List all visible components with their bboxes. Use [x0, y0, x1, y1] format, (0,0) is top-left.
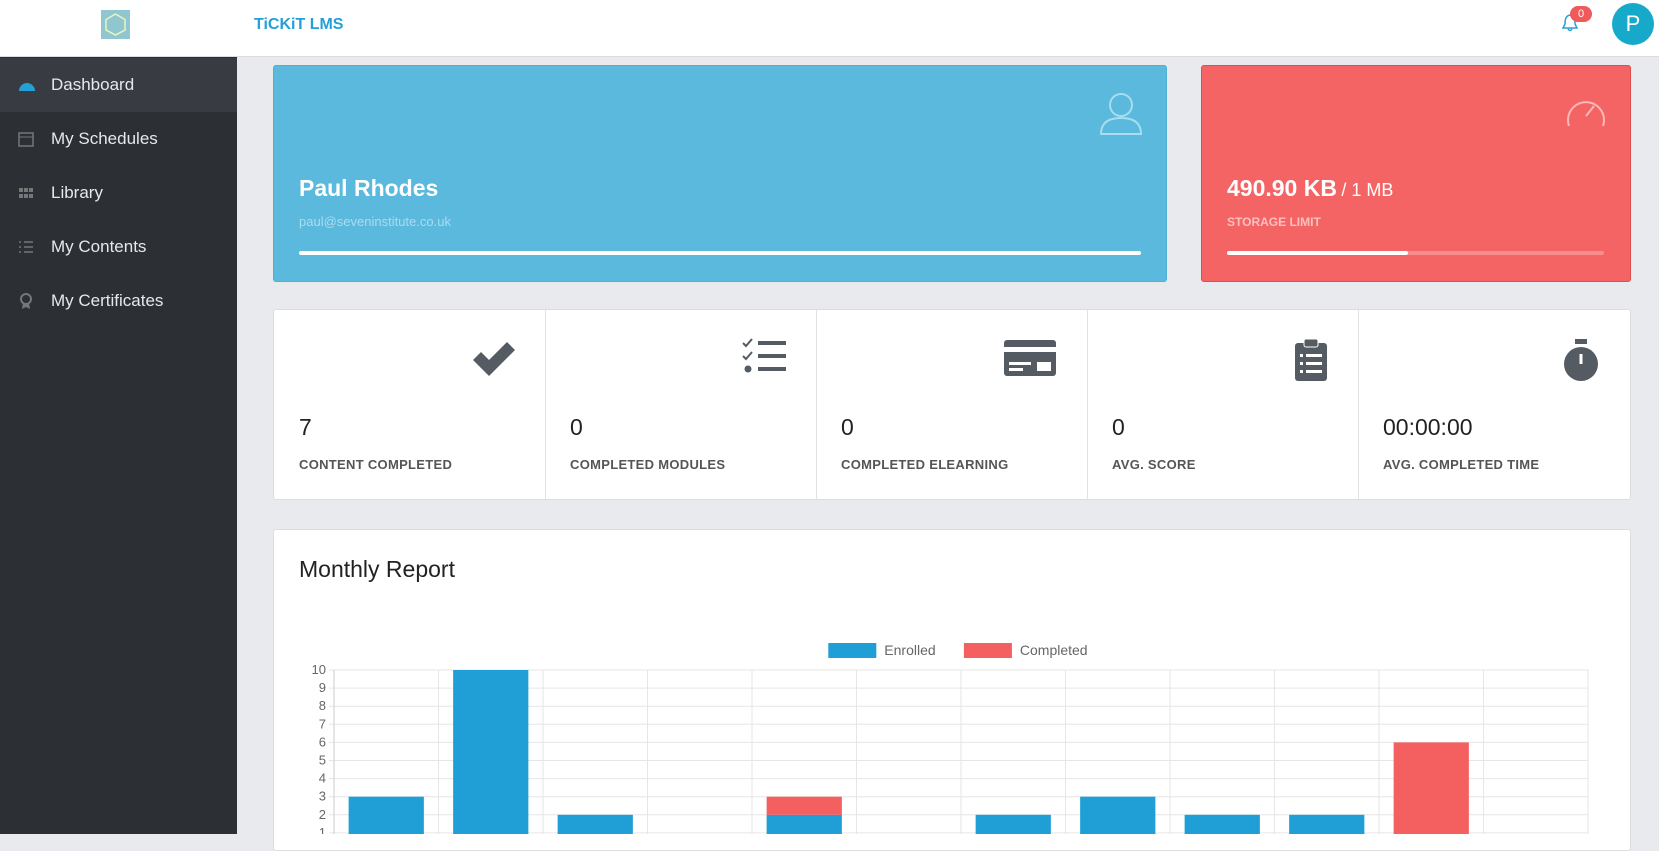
storage-card: 490.90 KB / 1 MB STORAGE LIMIT [1201, 65, 1631, 282]
storage-label: STORAGE LIMIT [1227, 215, 1321, 229]
sidebar: Dashboard My Schedules Library My Conten… [0, 57, 237, 834]
nav-item[interactable]: My Certificates [0, 274, 237, 328]
stat-label: COMPLETED MODULES [570, 457, 726, 472]
user-icon [1099, 93, 1143, 135]
profile-card: Paul Rhodes paul@seveninstitute.co.uk [273, 65, 1167, 282]
logo[interactable] [101, 10, 130, 39]
nav-label: My Certificates [51, 291, 164, 310]
stat-label: AVG. COMPLETED TIME [1383, 457, 1540, 472]
stat: 0 COMPLETED ELEARNING [816, 310, 1088, 499]
storage-track [1227, 251, 1604, 255]
stat-value: 0 [1112, 414, 1125, 440]
legend-label: Completed [1020, 642, 1088, 658]
storage-fill [1227, 251, 1408, 255]
y-tick-label: 5 [319, 753, 326, 768]
nav-label: Library [51, 183, 103, 202]
nav-label: My Schedules [51, 129, 158, 148]
report-title: Monthly Report [299, 556, 455, 582]
brand[interactable]: TiCKiT LMS [254, 16, 344, 33]
stat-value: 0 [570, 414, 583, 440]
avatar[interactable]: P [1612, 3, 1654, 45]
y-tick-label: 9 [319, 680, 326, 695]
stat-value: 7 [299, 414, 312, 440]
storage-total: / 1 MB [1341, 180, 1394, 200]
bar [1080, 796, 1156, 834]
bar [1289, 814, 1365, 834]
notification-badge[interactable]: 0 [1570, 6, 1592, 22]
nav-item[interactable]: Dashboard [0, 58, 237, 112]
y-tick-label: 10 [312, 662, 326, 677]
stat: 00:00:00 AVG. COMPLETED TIME [1358, 310, 1629, 499]
stats-panel: 7 CONTENT COMPLETED 0 COMPLETED MODULES 0 C… [273, 309, 1631, 500]
bar [1184, 814, 1260, 834]
stat: 7 CONTENT COMPLETED [274, 310, 546, 499]
profile-email: paul@seveninstitute.co.uk [299, 214, 451, 229]
bar [975, 814, 1051, 834]
header: TiCKiT LMS 0 P [0, 0, 1659, 57]
stat-label: COMPLETED ELEARNING [841, 457, 1009, 472]
nav-label: My Contents [51, 237, 147, 256]
stat-value: 0 [841, 414, 854, 440]
legend-swatch [828, 643, 877, 658]
gauge-icon [1567, 101, 1605, 127]
bar [348, 796, 424, 834]
y-tick-label: 3 [319, 789, 326, 804]
y-tick-label: 2 [319, 807, 326, 822]
stat-label: CONTENT COMPLETED [299, 457, 453, 472]
y-tick-label: 4 [319, 771, 326, 786]
progress-bar [299, 251, 1141, 255]
profile-name: Paul Rhodes [299, 175, 439, 201]
stat: 0 AVG. SCORE [1087, 310, 1359, 499]
bar [766, 814, 842, 834]
nav-item[interactable]: My Contents [0, 220, 237, 274]
stat-value: 00:00:00 [1383, 414, 1473, 440]
y-tick-label: 6 [319, 734, 326, 749]
bar [557, 814, 633, 834]
storage-usage: 490.90 KB / 1 MB [1227, 175, 1393, 202]
legend-swatch [963, 643, 1012, 658]
y-tick-label: 7 [319, 716, 326, 731]
bar [766, 796, 842, 815]
nav-item[interactable]: My Schedules [0, 112, 237, 166]
y-tick-label: 1 [319, 825, 326, 834]
bar [1393, 742, 1469, 834]
bar [453, 670, 529, 834]
y-tick-label: 8 [319, 698, 326, 713]
nav-item[interactable]: Library [0, 166, 237, 220]
nav-label: Dashboard [51, 75, 135, 94]
stat: 0 COMPLETED MODULES [545, 310, 817, 499]
stat-label: AVG. SCORE [1112, 457, 1196, 472]
storage-used: 490.90 KB [1227, 175, 1337, 201]
legend-label: Enrolled [884, 642, 935, 658]
